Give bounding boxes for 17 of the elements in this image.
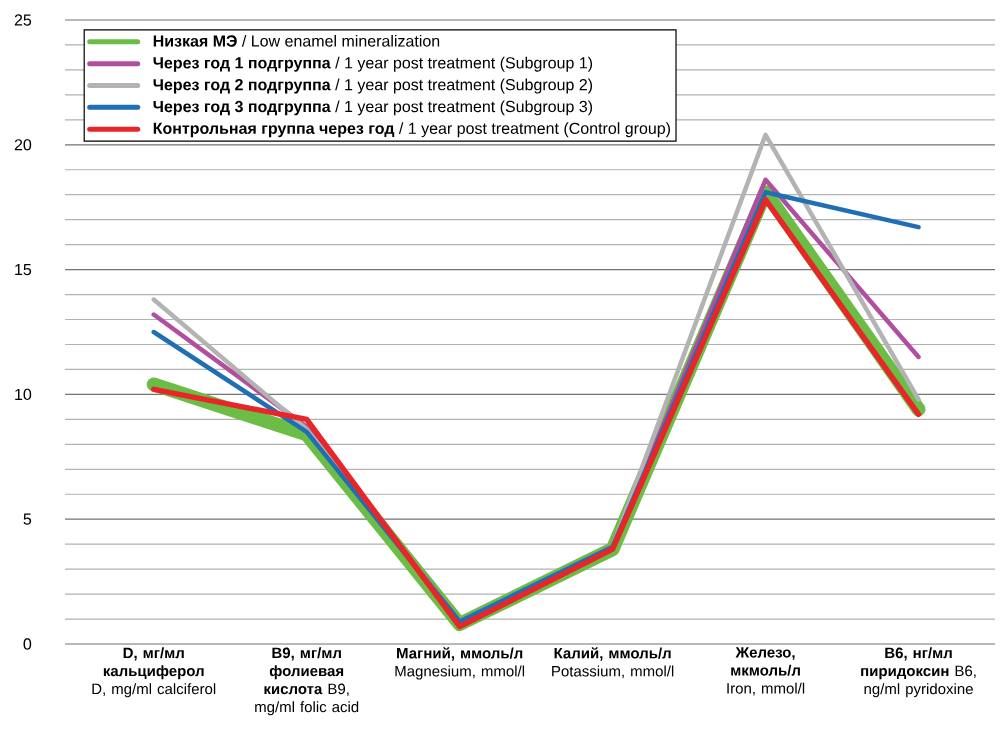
legend-label: Низкая МЭ / Low enamel mineralization [153,34,440,47]
x-tick-label: Калий, ммоль/л Potassium, mmol/l [552,647,674,679]
legend-label: Через год 1 подгруппа / 1 year post treatment (Subgroup 1) [153,56,593,72]
y-tick-label: 15 [15,264,32,276]
legend-label: Через год 2 подгруппа / 1 year post treatment (Subgroup 2) [153,78,593,94]
x-tick-label: B6, нг/мл пиридоксин B6, ng/ml pyridoxine [861,647,976,698]
x-tick-label: Магний, ммоль/л Magnesium, mmol/l [395,647,525,680]
x-tick-label: D, мг/мл кальциферол D, mg/ml calciferol [92,647,216,698]
x-tick-label: B9, мг/мл фолиевая кислота B9, mg/ml folic acid [255,647,359,716]
y-tick-label: 20 [14,139,32,151]
x-tick-label: Железо, мкмоль/л Iron, mmol/l [727,647,805,696]
y-tick-label: 5 [23,513,32,525]
y-tick-label: 25 [14,14,32,26]
y-tick-label: 10 [15,388,32,401]
legend-label: Через год 3 подгруппа / 1 year post treatment (Subgroup 3) [153,100,593,116]
legend-label: Контрольная группа через год / 1 year post treatment (Control group) [153,122,671,138]
y-tick-label: 0 [23,638,32,650]
